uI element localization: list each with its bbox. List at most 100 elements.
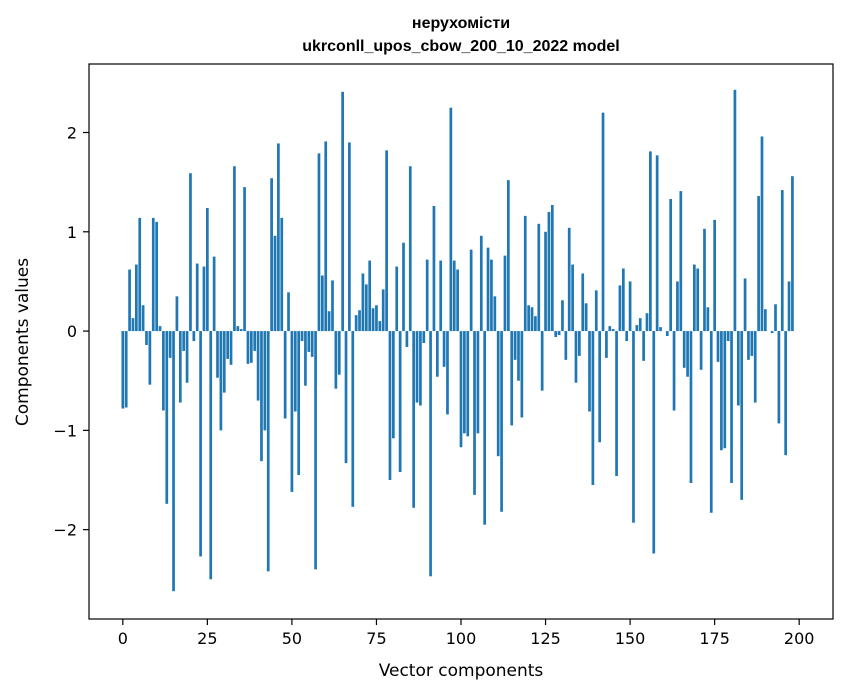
bar <box>280 217 284 332</box>
bar <box>652 331 656 554</box>
bar <box>398 331 402 473</box>
bar <box>456 269 459 332</box>
bar <box>412 331 416 508</box>
bar <box>222 331 226 393</box>
bar <box>649 151 652 332</box>
bar <box>672 331 676 411</box>
bar <box>689 331 693 483</box>
bar <box>381 289 385 332</box>
bar <box>605 331 608 358</box>
bar <box>774 304 777 332</box>
x-tick-label: 100 <box>446 629 477 648</box>
bar <box>175 296 179 332</box>
bar <box>128 269 131 332</box>
x-tick-label: 75 <box>366 629 386 648</box>
bar <box>534 316 537 332</box>
bar <box>178 331 182 403</box>
bar <box>449 107 453 332</box>
bar <box>304 331 307 386</box>
y-axis-ticks: −2 −1 0 1 2 <box>53 124 89 540</box>
bar <box>777 331 781 424</box>
bar <box>124 331 128 408</box>
bar <box>591 331 595 485</box>
bar <box>530 307 534 332</box>
bar <box>513 331 517 360</box>
bar <box>334 331 338 389</box>
bar <box>638 318 642 332</box>
bar <box>358 310 361 332</box>
bar <box>392 331 395 439</box>
bar <box>780 190 784 332</box>
bar <box>293 331 297 412</box>
bar <box>236 326 240 332</box>
bar <box>239 329 243 332</box>
y-tick-label: 2 <box>67 124 77 143</box>
bar <box>287 292 290 332</box>
bar <box>581 273 585 332</box>
bar <box>435 331 439 377</box>
bar <box>598 331 602 443</box>
bar <box>121 331 125 409</box>
bar <box>750 331 754 356</box>
bar <box>594 290 598 332</box>
bar <box>185 331 189 383</box>
bar <box>628 281 632 332</box>
bar <box>645 313 649 332</box>
bar <box>476 331 480 434</box>
bar <box>554 331 558 338</box>
bar <box>517 331 520 381</box>
bar <box>736 331 740 406</box>
x-tick-label: 0 <box>118 629 128 648</box>
bar <box>307 331 311 352</box>
bar <box>388 331 392 481</box>
bar <box>141 305 145 332</box>
bar <box>571 264 574 332</box>
bar <box>699 331 703 370</box>
x-axis-label: Vector components <box>379 661 544 681</box>
bar <box>277 143 280 332</box>
bar <box>337 331 341 375</box>
bar <box>784 331 788 456</box>
bar <box>165 331 169 504</box>
bar <box>273 235 277 332</box>
bar <box>219 331 223 431</box>
bar <box>344 331 348 464</box>
bar <box>757 196 760 332</box>
bar <box>249 331 253 363</box>
bar-series <box>121 89 794 592</box>
plot-frame <box>88 63 834 620</box>
bar <box>463 331 466 434</box>
bar <box>378 321 382 332</box>
bar <box>686 331 689 377</box>
bar <box>791 176 794 332</box>
bar <box>385 150 388 332</box>
bar <box>324 141 328 332</box>
bar <box>469 249 473 332</box>
bar <box>659 327 662 332</box>
bar <box>415 331 419 403</box>
bar <box>753 331 757 403</box>
bar <box>263 331 267 431</box>
bar <box>425 259 429 332</box>
bar <box>212 256 216 332</box>
x-tick-label: 175 <box>699 629 730 648</box>
bar <box>611 329 615 332</box>
bar <box>327 311 331 332</box>
bar <box>615 331 618 477</box>
bar <box>209 331 213 580</box>
bar <box>493 296 497 332</box>
bar <box>402 242 405 332</box>
bar <box>625 331 629 342</box>
bar <box>446 331 449 415</box>
x-tick-label: 150 <box>615 629 646 648</box>
bar <box>439 260 443 332</box>
bar <box>162 331 165 411</box>
bar <box>506 180 510 332</box>
bar <box>432 205 436 332</box>
bar <box>527 305 530 332</box>
bar <box>192 331 196 342</box>
bar <box>253 331 257 351</box>
bar <box>145 331 148 345</box>
bar <box>713 219 716 332</box>
bar <box>503 255 507 332</box>
